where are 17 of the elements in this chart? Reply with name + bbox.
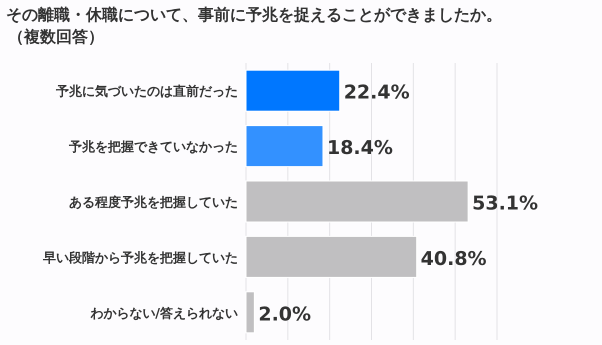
data-label: 40.8%: [420, 248, 487, 270]
bar: [246, 236, 418, 278]
text: （複数回答）: [8, 27, 104, 46]
y-tick-label: 予兆を把握できていなかった: [68, 140, 238, 156]
bar: [246, 125, 324, 168]
data-label: 22.4%: [344, 82, 410, 104]
y-tick-label: わからない/答えられない: [89, 306, 238, 322]
bar: [246, 291, 255, 334]
y-tick-label: ある程度予兆を把握していた: [69, 194, 238, 210]
data-label: 2.0%: [258, 303, 312, 326]
data-label: 53.1%: [472, 192, 538, 214]
chart-title: その離職・休職について、事前に予兆を捉えることができましたか。: [6, 5, 502, 24]
y-tick-label: 予兆に気づいたのは直前だった: [55, 84, 238, 100]
data-label: 18.4%: [326, 137, 393, 160]
bar: [246, 180, 469, 222]
bar: [246, 70, 340, 112]
y-tick-label: 早い段階から予兆を把握していた: [42, 250, 238, 266]
